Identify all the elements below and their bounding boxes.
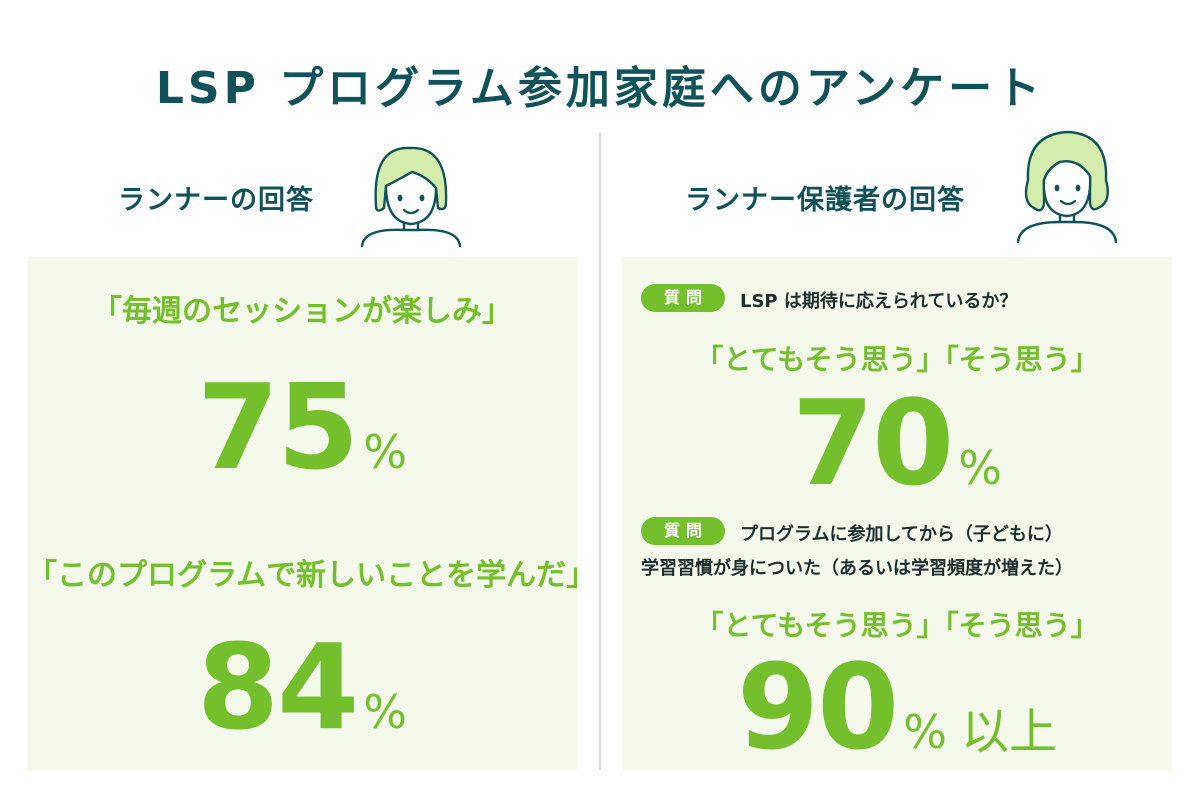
runner-heading: ランナーの回答: [118, 185, 314, 216]
runner-stat-2-value: 84: [197, 618, 359, 756]
guardian-stat-1: 70%: [622, 384, 1172, 502]
question-1-line-1: LSP は期待に応えられているか？: [740, 291, 1018, 312]
guardian-heading: ランナー保護者の回答: [685, 185, 965, 216]
runner-stat-1-value: 75: [197, 358, 359, 496]
runner-panel: [27, 257, 577, 771]
page-title: LSP プログラム参加家庭へのアンケート: [155, 63, 1045, 114]
question-tag-1: 質問: [641, 284, 725, 312]
runner-stat-1: 75%: [27, 368, 577, 486]
question-2-line-1: プログラムに参加してから（子どもに）: [740, 524, 1063, 545]
runner-quote-1: 「毎週のセッションが楽しみ」: [92, 294, 512, 329]
runner-quote-2: 「このプログラムで新しいことを学んだ」: [27, 558, 597, 593]
guardian-stat-2-value: 90: [737, 638, 899, 776]
guardian-avatar-icon: [1016, 130, 1118, 244]
percent-sign: %: [958, 441, 1002, 495]
question-tag-2: 質問: [641, 517, 725, 545]
percent-sign: %: [363, 425, 407, 479]
question-2-line-2: 学習習慣が身についた（あるいは学習頻度が増えた）: [641, 558, 1073, 579]
column-divider: [599, 133, 601, 770]
guardian-answer-1: 「とてもそう思う」「そう思う」: [695, 343, 1099, 376]
guardian-stat-2: 90% 以上: [622, 648, 1172, 766]
percent-sign: %: [903, 705, 947, 759]
guardian-answer-2: 「とてもそう思う」「そう思う」: [695, 609, 1099, 642]
guardian-stat-1-value: 70: [792, 374, 954, 512]
guardian-panel: [622, 257, 1172, 771]
runner-avatar-icon: [360, 146, 462, 248]
runner-stat-2: 84%: [27, 628, 577, 746]
percent-sign: %: [363, 685, 407, 739]
guardian-stat-2-suffix: 以上: [960, 704, 1057, 760]
